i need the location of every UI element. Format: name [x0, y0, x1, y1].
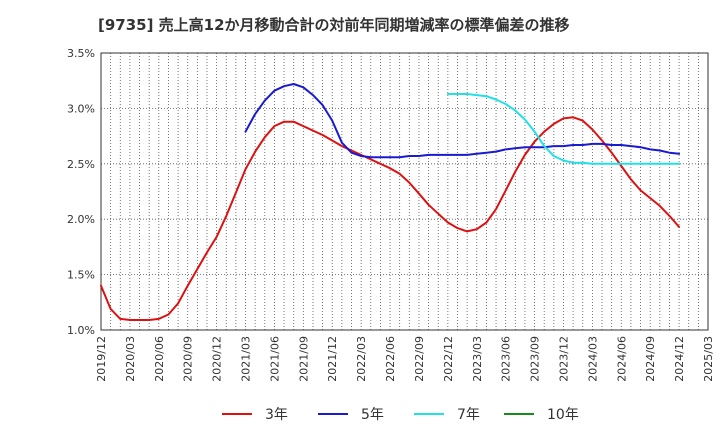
plot-area — [100, 52, 709, 331]
x-tick-label: 2025/03 — [702, 336, 715, 382]
x-tick-label: 2023/06 — [500, 336, 513, 382]
x-tick-label: 2021/03 — [240, 336, 253, 382]
y-tick-label: 1.5% — [67, 269, 95, 282]
x-tick-label: 2022/03 — [355, 336, 368, 382]
x-tick-label: 2023/12 — [557, 336, 570, 382]
legend-label: 7年 — [457, 407, 480, 423]
x-tick-label: 2024/12 — [673, 336, 686, 382]
x-tick-label: 2020/03 — [124, 336, 137, 382]
grid-lines — [101, 53, 708, 330]
x-tick-label: 2022/09 — [413, 336, 426, 382]
series-line-3年 — [100, 116, 681, 321]
x-tick-label: 2023/09 — [529, 336, 542, 382]
y-axis-ticks: 1.0% 1.5% 2.0% 2.5% 3.0% 3.5% — [67, 47, 95, 337]
x-tick-label: 2020/09 — [182, 336, 195, 382]
y-tick-label: 3.0% — [67, 102, 95, 115]
chart-title: [9735] 売上高12か月移動合計の対前年同期増減率の標準偏差の推移 — [98, 16, 570, 34]
legend-label: 5年 — [361, 407, 384, 423]
series-line-5年 — [244, 83, 681, 159]
x-tick-label: 2021/12 — [326, 336, 339, 382]
legend: 3年 5年 7年 10年 — [222, 407, 579, 423]
legend-label: 10年 — [547, 407, 579, 423]
x-tick-label: 2021/06 — [268, 336, 281, 382]
series-lines — [100, 83, 681, 321]
x-tick-label: 2024/09 — [644, 336, 657, 382]
x-tick-label: 2019/12 — [95, 336, 108, 382]
x-tick-label: 2024/03 — [586, 336, 599, 382]
y-tick-label: 3.5% — [67, 47, 95, 60]
x-tick-label: 2021/09 — [297, 336, 310, 382]
y-tick-label: 2.5% — [67, 158, 95, 171]
x-axis-ticks: 2019/12 2020/03 2020/06 2020/09 2020/12 2021/… — [95, 336, 715, 382]
x-tick-label: 2020/12 — [211, 336, 224, 382]
x-tick-label: 2022/06 — [384, 336, 397, 382]
x-tick-label: 2020/06 — [153, 336, 166, 382]
x-tick-label: 2024/06 — [615, 336, 628, 382]
legend-label: 3年 — [265, 407, 288, 423]
y-tick-label: 2.0% — [67, 213, 95, 226]
series-line-7年 — [446, 93, 681, 165]
x-tick-label: 2022/12 — [442, 336, 455, 382]
y-tick-label: 1.0% — [67, 324, 95, 337]
x-tick-label: 2023/03 — [471, 336, 484, 382]
